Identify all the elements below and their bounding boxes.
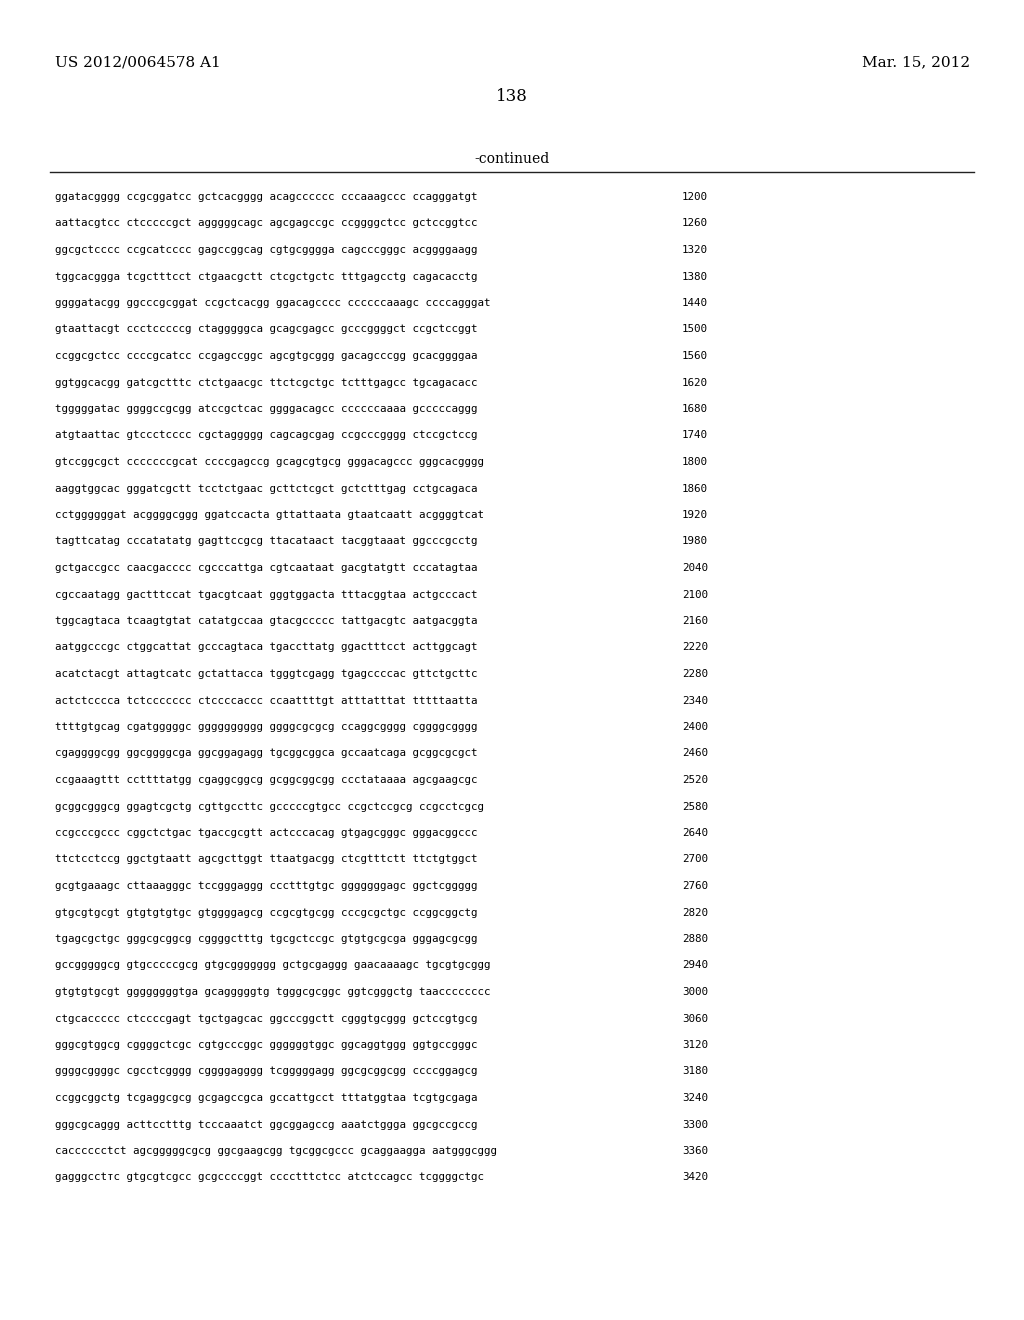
Text: gtgtgtgcgt ggggggggtga gcagggggtg tgggcgcggc ggtcgggctg taacccccccc: gtgtgtgcgt ggggggggtga gcagggggtg tgggcg… <box>55 987 490 997</box>
Text: 2640: 2640 <box>682 828 708 838</box>
Text: 2880: 2880 <box>682 935 708 944</box>
Text: 1680: 1680 <box>682 404 708 414</box>
Text: 2220: 2220 <box>682 643 708 652</box>
Text: 3180: 3180 <box>682 1067 708 1077</box>
Text: 2940: 2940 <box>682 961 708 970</box>
Text: 1320: 1320 <box>682 246 708 255</box>
Text: actctcccca tctccccccc ctccccaccc ccaattttgt atttatttat tttttaatta: actctcccca tctccccccc ctccccaccc ccaattt… <box>55 696 477 705</box>
Text: gcggcgggcg ggagtcgctg cgttgccttc gcccccgtgcc ccgctccgcg ccgcctcgcg: gcggcgggcg ggagtcgctg cgttgccttc gcccccg… <box>55 801 484 812</box>
Text: 2340: 2340 <box>682 696 708 705</box>
Text: gccgggggcg gtgcccccgcg gtgcggggggg gctgcgaggg gaacaaaagc tgcgtgcggg: gccgggggcg gtgcccccgcg gtgcggggggg gctgc… <box>55 961 490 970</box>
Text: 3300: 3300 <box>682 1119 708 1130</box>
Text: 1860: 1860 <box>682 483 708 494</box>
Text: 3240: 3240 <box>682 1093 708 1104</box>
Text: ggggcggggc cgcctcgggg cggggagggg tcgggggagg ggcgcggcgg ccccggagcg: ggggcggggc cgcctcgggg cggggagggg tcggggg… <box>55 1067 477 1077</box>
Text: gctgaccgcc caacgacccc cgcccattga cgtcaataat gacgtatgtt cccatagtaa: gctgaccgcc caacgacccc cgcccattga cgtcaat… <box>55 564 477 573</box>
Text: US 2012/0064578 A1: US 2012/0064578 A1 <box>55 55 221 69</box>
Text: ttctcctccg ggctgtaatt agcgcttggt ttaatgacgg ctcgtttctt ttctgtggct: ttctcctccg ggctgtaatt agcgcttggt ttaatga… <box>55 854 477 865</box>
Text: 2040: 2040 <box>682 564 708 573</box>
Text: 1920: 1920 <box>682 510 708 520</box>
Text: ccggcgctcc ccccgcatcc ccgagccggc agcgtgcggg gacagcccgg gcacggggaa: ccggcgctcc ccccgcatcc ccgagccggc agcgtgc… <box>55 351 477 360</box>
Text: 2280: 2280 <box>682 669 708 678</box>
Text: atgtaattac gtccctcccc cgctaggggg cagcagcgag ccgcccgggg ctccgctccg: atgtaattac gtccctcccc cgctaggggg cagcagc… <box>55 430 477 441</box>
Text: gggcgtggcg cggggctcgc cgtgcccggc ggggggtggc ggcaggtggg ggtgccgggc: gggcgtggcg cggggctcgc cgtgcccggc ggggggt… <box>55 1040 477 1049</box>
Text: 2760: 2760 <box>682 880 708 891</box>
Text: ggcgctcccc ccgcatcccc gagccggcag cgtgcgggga cagcccgggc acggggaagg: ggcgctcccc ccgcatcccc gagccggcag cgtgcgg… <box>55 246 477 255</box>
Text: aattacgtcc ctcccccgct agggggcagc agcgagccgc ccggggctcc gctccggtcc: aattacgtcc ctcccccgct agggggcagc agcgagc… <box>55 219 477 228</box>
Text: 1980: 1980 <box>682 536 708 546</box>
Text: gtaattacgt ccctcccccg ctagggggca gcagcgagcc gcccggggct ccgctccggt: gtaattacgt ccctcccccg ctagggggca gcagcga… <box>55 325 477 334</box>
Text: 2700: 2700 <box>682 854 708 865</box>
Text: tggcacggga tcgctttcct ctgaacgctt ctcgctgctc tttgagcctg cagacacctg: tggcacggga tcgctttcct ctgaacgctt ctcgctg… <box>55 272 477 281</box>
Text: cctggggggat acggggcggg ggatccacta gttattaata gtaatcaatt acggggtcat: cctggggggat acggggcggg ggatccacta gttatt… <box>55 510 484 520</box>
Text: gtccggcgct cccccccgcat ccccgagccg gcagcgtgcg gggacagccc gggcacgggg: gtccggcgct cccccccgcat ccccgagccg gcagcg… <box>55 457 484 467</box>
Text: 1200: 1200 <box>682 191 708 202</box>
Text: 138: 138 <box>496 88 528 106</box>
Text: 3360: 3360 <box>682 1146 708 1156</box>
Text: ggatacgggg ccgcggatcc gctcacgggg acagcccccc cccaaagccc ccagggatgt: ggatacgggg ccgcggatcc gctcacgggg acagccc… <box>55 191 477 202</box>
Text: tgagcgctgc gggcgcggcg cggggctttg tgcgctccgc gtgtgcgcga gggagcgcgg: tgagcgctgc gggcgcggcg cggggctttg tgcgctc… <box>55 935 477 944</box>
Text: 3120: 3120 <box>682 1040 708 1049</box>
Text: -continued: -continued <box>474 152 550 166</box>
Text: gcgtgaaagc cttaaagggc tccgggaggg ccctttgtgc gggggggagc ggctcggggg: gcgtgaaagc cttaaagggc tccgggaggg ccctttg… <box>55 880 477 891</box>
Text: 2400: 2400 <box>682 722 708 733</box>
Text: 1380: 1380 <box>682 272 708 281</box>
Text: tggcagtaca tcaagtgtat catatgccaa gtacgccccc tattgacgtc aatgacggta: tggcagtaca tcaagtgtat catatgccaa gtacgcc… <box>55 616 477 626</box>
Text: Mar. 15, 2012: Mar. 15, 2012 <box>862 55 970 69</box>
Text: 2820: 2820 <box>682 908 708 917</box>
Text: 2520: 2520 <box>682 775 708 785</box>
Text: 1500: 1500 <box>682 325 708 334</box>
Text: cgccaatagg gactttccat tgacgtcaat gggtggacta tttacggtaa actgcccact: cgccaatagg gactttccat tgacgtcaat gggtgga… <box>55 590 477 599</box>
Text: 3420: 3420 <box>682 1172 708 1183</box>
Text: 1620: 1620 <box>682 378 708 388</box>
Text: ggggatacgg ggcccgcggat ccgctcacgg ggacagcccc ccccccaaagc ccccagggat: ggggatacgg ggcccgcggat ccgctcacgg ggacag… <box>55 298 490 308</box>
Text: 3000: 3000 <box>682 987 708 997</box>
Text: acatctacgt attagtcatc gctattacca tgggtcgagg tgagccccac gttctgcttc: acatctacgt attagtcatc gctattacca tgggtcg… <box>55 669 477 678</box>
Text: 1260: 1260 <box>682 219 708 228</box>
Text: 2580: 2580 <box>682 801 708 812</box>
Text: 2160: 2160 <box>682 616 708 626</box>
Text: ctgcaccccc ctccccgagt tgctgagcac ggcccggctt cgggtgcggg gctccgtgcg: ctgcaccccc ctccccgagt tgctgagcac ggcccgg… <box>55 1014 477 1023</box>
Text: aatggcccgc ctggcattat gcccagtaca tgaccttatg ggactttcct acttggcagt: aatggcccgc ctggcattat gcccagtaca tgacctt… <box>55 643 477 652</box>
Text: 2460: 2460 <box>682 748 708 759</box>
Text: tagttcatag cccatatatg gagttccgcg ttacataact tacggtaaat ggcccgcctg: tagttcatag cccatatatg gagttccgcg ttacata… <box>55 536 477 546</box>
Text: 1740: 1740 <box>682 430 708 441</box>
Text: cgaggggcgg ggcggggcga ggcggagagg tgcggcggca gccaatcaga gcggcgcgct: cgaggggcgg ggcggggcga ggcggagagg tgcggcg… <box>55 748 477 759</box>
Text: ccggcggctg tcgaggcgcg gcgagccgca gccattgcct tttatggtaa tcgtgcgaga: ccggcggctg tcgaggcgcg gcgagccgca gccattg… <box>55 1093 477 1104</box>
Text: 1560: 1560 <box>682 351 708 360</box>
Text: ccgaaagttt ccttttatgg cgaggcggcg gcggcggcgg ccctataaaa agcgaagcgc: ccgaaagttt ccttttatgg cgaggcggcg gcggcgg… <box>55 775 477 785</box>
Text: tgggggatac ggggccgcgg atccgctcac ggggacagcc ccccccaaaa gcccccaggg: tgggggatac ggggccgcgg atccgctcac ggggaca… <box>55 404 477 414</box>
Text: aaggtggcac gggatcgctt tcctctgaac gcttctcgct gctctttgag cctgcagaca: aaggtggcac gggatcgctt tcctctgaac gcttctc… <box>55 483 477 494</box>
Text: ttttgtgcag cgatgggggc gggggggggg ggggcgcgcg ccaggcgggg cggggcgggg: ttttgtgcag cgatgggggc gggggggggg ggggcgc… <box>55 722 477 733</box>
Text: 2100: 2100 <box>682 590 708 599</box>
Text: gggcgcaggg acttcctttg tcccaaatct ggcggagccg aaatctggga ggcgccgccg: gggcgcaggg acttcctttg tcccaaatct ggcggag… <box>55 1119 477 1130</box>
Text: gagggcctтc gtgcgtcgcc gcgccccggt cccctttctcc atctccagcc tcggggctgc: gagggcctтc gtgcgtcgcc gcgccccggt ccccttt… <box>55 1172 484 1183</box>
Text: ccgcccgccc cggctctgac tgaccgcgtt actcccacag gtgagcgggc gggacggccc: ccgcccgccc cggctctgac tgaccgcgtt actccca… <box>55 828 477 838</box>
Text: 1440: 1440 <box>682 298 708 308</box>
Text: gtgcgtgcgt gtgtgtgtgc gtggggagcg ccgcgtgcgg cccgcgctgc ccggcggctg: gtgcgtgcgt gtgtgtgtgc gtggggagcg ccgcgtg… <box>55 908 477 917</box>
Text: ggtggcacgg gatcgctttc ctctgaacgc ttctcgctgc tctttgagcc tgcagacacc: ggtggcacgg gatcgctttc ctctgaacgc ttctcgc… <box>55 378 477 388</box>
Text: 1800: 1800 <box>682 457 708 467</box>
Text: cacccccctct agcgggggcgcg ggcgaagcgg tgcggcgccc gcaggaagga aatgggcggg: cacccccctct agcgggggcgcg ggcgaagcgg tgcg… <box>55 1146 497 1156</box>
Text: 3060: 3060 <box>682 1014 708 1023</box>
